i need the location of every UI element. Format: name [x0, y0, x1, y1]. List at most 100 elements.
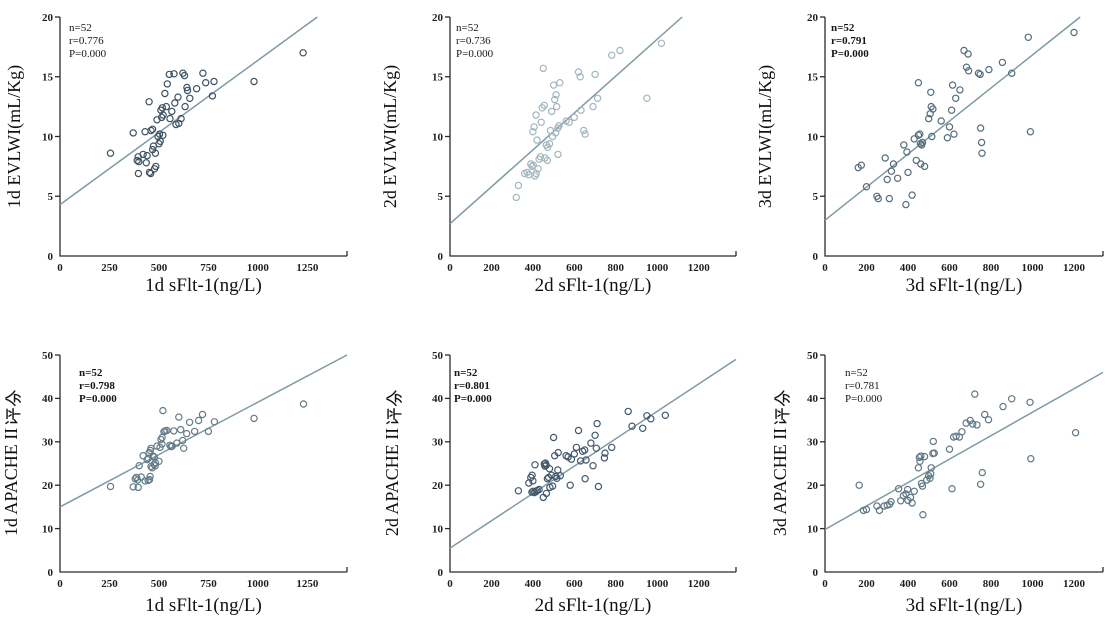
scatter-point — [883, 175, 891, 184]
scatter-point — [542, 489, 551, 498]
y-axis-label: 1d EVLWI(mL/Kg) — [4, 65, 25, 208]
scatter-point — [600, 454, 609, 462]
scatter-point — [952, 432, 960, 440]
scatter-point — [908, 191, 916, 199]
scatter-point — [937, 117, 945, 125]
scatter-point — [533, 136, 541, 144]
y-tick-label: 20 — [432, 480, 444, 492]
x-tick-label: 1000 — [1021, 578, 1044, 590]
scatter-point — [917, 160, 925, 168]
scatter-point — [643, 94, 651, 103]
scatter-point — [175, 413, 183, 421]
scatter-point — [543, 143, 552, 151]
scatter-point — [918, 482, 927, 490]
scatter-point — [862, 182, 871, 191]
scatter-point — [885, 194, 893, 203]
annotation-n: n=52 — [456, 22, 479, 34]
scatter-point — [198, 410, 207, 419]
scatter-point — [137, 473, 145, 481]
y-tick-label: 20 — [42, 12, 54, 24]
cjk-glyph-stroke — [777, 410, 781, 414]
x-axis-label: 1d sFlt-1(ng/L) — [145, 275, 262, 296]
scatter-point — [299, 400, 308, 408]
scatter-point — [914, 131, 923, 139]
scatter-point — [545, 464, 554, 473]
scatter-point — [166, 114, 174, 123]
axes — [824, 355, 1103, 573]
annotation-n: n=52 — [831, 22, 855, 34]
scatter-point — [862, 505, 871, 514]
scatter-point — [894, 484, 903, 493]
cjk-glyph-stroke — [389, 414, 393, 417]
axes — [449, 17, 736, 257]
scatter-point — [532, 111, 540, 119]
scatter-point — [976, 480, 985, 488]
scatter-point — [929, 105, 937, 113]
scatter-point — [182, 429, 191, 438]
scatter-point — [529, 477, 537, 485]
scatter-point — [639, 424, 647, 433]
scatter-point — [570, 113, 578, 122]
scatter-point — [974, 69, 983, 77]
y-tick-label: 20 — [807, 480, 819, 492]
scatter-point — [570, 450, 578, 458]
y-tick-label: 15 — [432, 72, 444, 84]
y-tick-label: 0 — [813, 567, 819, 579]
scatter-point — [156, 137, 164, 145]
y-axis-label-text: 1d APACHE II — [1, 428, 21, 536]
x-tick-label: 1000 — [247, 262, 270, 274]
scatter-point — [159, 406, 167, 415]
scatter-point — [607, 443, 616, 452]
scatter-point — [945, 445, 954, 453]
annotation-p: P=0.000 — [69, 48, 107, 60]
scatter-point — [529, 161, 537, 169]
x-tick-label: 0 — [447, 578, 453, 590]
scatter-point — [192, 84, 201, 93]
scatter-point — [180, 71, 189, 80]
scatter-point — [855, 481, 863, 489]
y-tick-label: 5 — [813, 191, 819, 203]
scatter-point — [978, 468, 986, 477]
cjk-glyph-stroke — [774, 398, 785, 407]
scatter-point — [565, 118, 573, 126]
scatter-point — [960, 46, 968, 55]
scatter-point — [143, 455, 151, 464]
x-tick-label: 0 — [447, 262, 453, 274]
scatter-point — [574, 426, 583, 435]
scatter-point — [977, 138, 986, 147]
scatter-point — [581, 474, 589, 483]
scatter-point — [593, 419, 601, 428]
scatter-point — [129, 483, 137, 491]
annotation-p: P=0.000 — [454, 393, 492, 405]
scatter-point — [535, 485, 543, 494]
axes — [449, 355, 736, 573]
scatter-point — [554, 150, 562, 159]
y-axis-label: 3d EVLWI(mL/Kg) — [755, 65, 776, 208]
y-axis-label-text: 2d APACHE II — [382, 428, 402, 536]
x-tick-label: 1200 — [688, 262, 711, 274]
scatter-point — [914, 78, 923, 87]
scatter-point — [555, 121, 563, 130]
y-tick-label: 40 — [432, 393, 444, 405]
x-tick-label: 600 — [941, 578, 958, 590]
x-axis-label: 3d sFlt-1(ng/L) — [906, 595, 1023, 616]
cjk-glyph-分 — [774, 390, 790, 407]
x-tick-label: 200 — [483, 578, 500, 590]
scatter-point — [537, 118, 545, 126]
scatter-point — [151, 149, 160, 157]
scatter-point — [1070, 28, 1078, 37]
cjk-glyph-stroke — [390, 419, 399, 424]
scatter-point — [910, 135, 918, 143]
scatter-point — [999, 402, 1007, 411]
scatter-point — [912, 156, 920, 165]
scatter-point — [551, 472, 560, 481]
scatter-point — [1027, 454, 1035, 463]
scatter-point — [158, 440, 166, 448]
scatter-point — [973, 421, 981, 429]
y-tick-label: 40 — [807, 393, 819, 405]
scatter-point — [534, 165, 542, 173]
scatter-point — [139, 150, 147, 159]
y-tick-label: 20 — [432, 12, 444, 24]
cjk-glyph-分 — [5, 390, 21, 407]
scatter-point — [572, 443, 581, 452]
